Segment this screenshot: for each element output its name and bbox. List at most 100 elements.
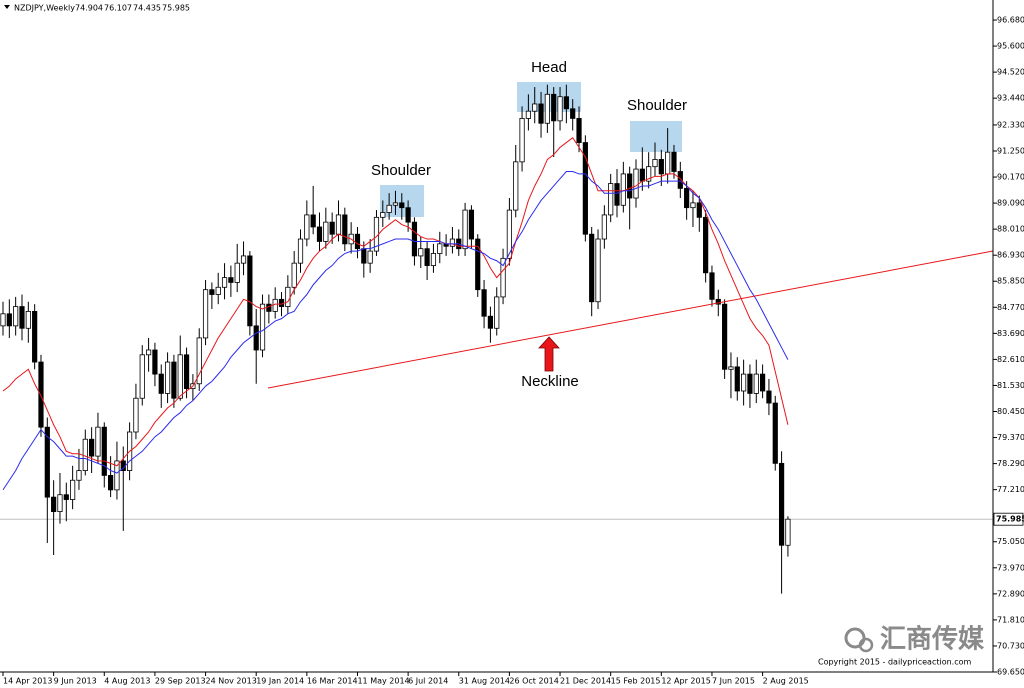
y-tick-label: 69.650	[997, 668, 1024, 677]
candle-body	[32, 310, 38, 363]
candle-body	[449, 238, 456, 247]
y-tick-label: 91.250	[997, 146, 1024, 155]
candle-body	[576, 118, 582, 143]
y-tick-label: 73.970	[997, 563, 1024, 572]
highlight-box	[630, 121, 682, 152]
candle-body	[703, 216, 709, 274]
x-tick-label: 11 May 2014	[357, 677, 409, 686]
candle-body	[715, 298, 721, 305]
candle-body	[285, 286, 291, 307]
candle-body	[19, 306, 25, 329]
x-tick-label: 21 Dec 2014	[560, 677, 611, 686]
candle-body	[633, 168, 639, 199]
candle-body	[570, 108, 576, 119]
candle-body	[101, 426, 107, 476]
candle-body	[405, 207, 411, 223]
candle-body	[89, 438, 95, 457]
candle-body	[380, 212, 386, 218]
x-tick-label: 24 Nov 2013	[206, 677, 257, 686]
candle-body	[734, 366, 740, 392]
candle-body	[95, 426, 101, 457]
candle-body	[70, 479, 76, 500]
candle-body	[418, 248, 424, 257]
candle-body	[690, 202, 696, 209]
candle-body	[6, 313, 12, 327]
candle-body	[525, 110, 531, 119]
candle-body	[671, 151, 677, 172]
candle-body	[677, 171, 683, 189]
plot-area	[0, 84, 993, 594]
candle-body	[778, 462, 785, 546]
watermark: 汇商传媒	[844, 624, 985, 655]
y-tick-label: 79.370	[997, 433, 1024, 442]
header-open: 74.904	[75, 4, 103, 13]
annotation-label: Shoulder	[627, 97, 687, 114]
candle-body	[614, 183, 620, 206]
watermark-text: 汇商传媒	[880, 624, 985, 655]
candle-body	[171, 361, 177, 399]
candle-body	[399, 202, 405, 209]
y-tick-label: 82.610	[997, 355, 1024, 364]
candle-body	[253, 325, 259, 351]
x-tick-label: 6 Jul 2014	[408, 677, 448, 686]
candle-body	[506, 209, 513, 259]
current-price-box	[993, 512, 1024, 526]
candle-body	[589, 233, 595, 303]
candle-body	[25, 310, 31, 329]
candle-body	[323, 221, 329, 242]
y-tick-label: 78.290	[997, 459, 1024, 468]
candle-body	[329, 221, 335, 235]
candle-body	[240, 255, 247, 264]
candle-body	[487, 315, 494, 329]
candle-body	[63, 494, 69, 500]
candle-body	[278, 298, 285, 307]
y-tick-label: 71.810	[997, 615, 1024, 624]
candle-body	[386, 204, 392, 213]
x-tick-label: 16 Mar 2014	[307, 677, 358, 686]
candle-body	[177, 354, 183, 399]
x-tick-label: 2 Aug 2015	[763, 677, 809, 686]
y-tick-label: 94.520	[997, 68, 1024, 77]
candle-body	[709, 272, 715, 300]
y-tick-label: 96.680	[997, 16, 1024, 25]
candle-body	[221, 277, 228, 288]
candle-body	[696, 202, 702, 218]
x-tick-label: 12 Apr 2015	[661, 677, 710, 686]
candle-body	[76, 470, 82, 481]
candle-body	[608, 183, 614, 216]
candle-body	[310, 214, 316, 228]
candle-body	[563, 96, 569, 110]
candle-body	[291, 262, 297, 288]
candle-body	[133, 397, 139, 433]
candle-body	[82, 438, 88, 471]
candle-body	[13, 306, 19, 327]
candle-body	[557, 96, 563, 122]
candle-body	[766, 390, 772, 404]
header-close: 75.985	[162, 4, 190, 13]
candle-body	[595, 238, 601, 303]
candle-body	[316, 226, 323, 242]
y-tick-label: 93.440	[997, 94, 1024, 103]
candle-body	[164, 361, 171, 394]
candle-body	[627, 173, 633, 199]
header-icon	[4, 5, 10, 9]
candle-body	[247, 255, 253, 327]
candle-body	[114, 460, 120, 491]
x-tick-label: 26 Oct 2014	[509, 677, 558, 686]
y-tick-label: 72.890	[997, 589, 1024, 598]
candle-body	[367, 250, 373, 264]
candle-body	[342, 214, 348, 245]
candle-body	[494, 296, 500, 329]
candle-body	[620, 173, 626, 206]
candle-body	[722, 303, 728, 370]
y-tick-label: 83.690	[997, 329, 1024, 338]
candle-body	[747, 373, 753, 394]
candle-body	[538, 103, 544, 124]
candle-body	[215, 286, 221, 295]
watermark-logo	[858, 637, 874, 653]
candle-body	[475, 238, 481, 291]
x-tick-label: 31 Aug 2014	[459, 677, 510, 686]
candle-body	[228, 277, 234, 283]
candle-body	[785, 518, 791, 546]
